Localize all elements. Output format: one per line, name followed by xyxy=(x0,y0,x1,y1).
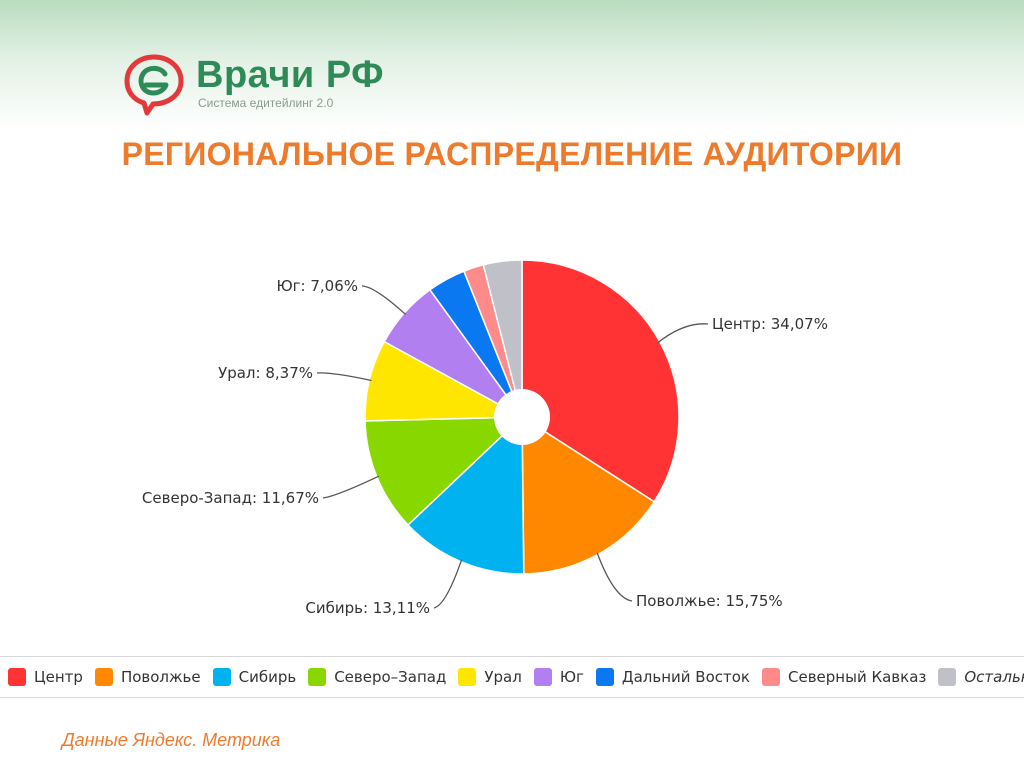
legend-item-центр[interactable]: Центр xyxy=(8,657,83,697)
leader-line-центр xyxy=(657,323,709,344)
legend-item-поволжье[interactable]: Поволжье xyxy=(94,657,201,697)
leader-line-сибирь xyxy=(433,559,463,609)
legend-label: Центр xyxy=(34,668,83,686)
legend-swatch xyxy=(533,668,552,686)
logo-name: Врачи РФ xyxy=(196,54,385,96)
speech-bubble-logo-icon xyxy=(124,54,184,116)
legend-label: Поволжье xyxy=(120,668,201,686)
legend-swatch xyxy=(212,668,231,686)
pie-slice-остальные[interactable] xyxy=(482,259,523,418)
pie-slices xyxy=(364,259,680,575)
pie-labels: Центр: 34,07% Поволжье: 15,75% Сибирь: 13,… xyxy=(142,277,828,617)
chart-legend: Центр Поволжье Сибирь Северо–Запад Урал Юг Дал… xyxy=(0,656,1024,698)
data-label-юг: Юг: 7,06% xyxy=(276,277,358,295)
data-label-поволжье: Поволжье: 15,75% xyxy=(636,592,783,610)
legend-swatch xyxy=(458,668,477,686)
data-label-северо-запад: Северо-Запад: 11,67% xyxy=(142,489,319,507)
legend-item-сибирь[interactable]: Сибирь xyxy=(212,657,297,697)
legend-label: Урал xyxy=(484,668,522,686)
data-source: Данные Яндекс. Метрика xyxy=(62,730,281,750)
legend-label: Дальний Восток xyxy=(621,668,750,686)
legend-swatch xyxy=(8,668,26,686)
legend-label: Северо–Запад xyxy=(334,668,447,686)
leader-line-поволжье xyxy=(596,552,633,602)
legend-swatch xyxy=(94,668,113,686)
logo-tagline: Система едитейлинг 2.0 xyxy=(198,96,334,110)
legend-label: Северный Кавказ xyxy=(788,668,927,686)
legend-item-северо-запад[interactable]: Северо–Запад xyxy=(308,657,446,697)
logo: Врачи РФ Система едитейлинг 2.0 xyxy=(122,50,422,116)
leader-line-северо-запад xyxy=(322,475,379,499)
data-label-центр: Центр: 34,07% xyxy=(712,315,828,333)
page-title: РЕГИОНАЛЬНОЕ РАСПРЕДЕЛЕНИЕ АУДИТОРИИ xyxy=(121,136,903,172)
legend-swatch xyxy=(938,668,957,686)
legend-label: Сибирь xyxy=(238,668,297,686)
legend-item-северный-кавказ[interactable]: Северный Кавказ xyxy=(762,657,926,697)
legend-item-остальные[interactable]: Остальные xyxy=(938,657,1024,697)
legend-item-юг[interactable]: Юг xyxy=(533,657,584,697)
data-label-сибирь: Сибирь: 13,11% xyxy=(305,599,430,617)
legend-swatch xyxy=(595,668,614,686)
legend-item-дальний-восток[interactable]: Дальний Восток xyxy=(595,657,750,697)
legend-label: Остальные xyxy=(964,668,1024,686)
leader-line-урал xyxy=(316,372,372,382)
legend-label: Юг xyxy=(559,668,584,686)
legend-item-урал[interactable]: Урал xyxy=(458,657,522,697)
data-label-урал: Урал: 8,37% xyxy=(218,364,313,382)
legend-swatch xyxy=(762,668,780,686)
legend-swatch xyxy=(308,668,327,686)
leader-line-юг xyxy=(361,285,407,315)
donut-hole xyxy=(494,389,550,445)
